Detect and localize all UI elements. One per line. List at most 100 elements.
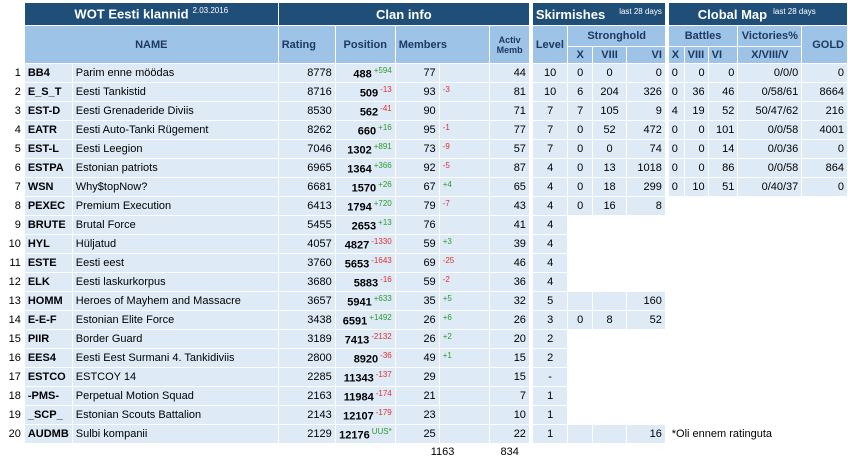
- clan-tag: EST-D: [23, 101, 73, 121]
- skirmish-level: 10: [531, 63, 569, 83]
- stronghold-x: 0: [567, 196, 593, 216]
- battles-x: [667, 405, 685, 425]
- clan-name: Premium Execution: [71, 196, 279, 216]
- clan-position: 11343 -137: [334, 367, 396, 387]
- clan-name: Estonian patriots: [71, 158, 279, 178]
- position-change: -36: [380, 350, 392, 360]
- clan-rating: 4057: [277, 234, 336, 254]
- clan-tag: WSN: [23, 177, 73, 197]
- clan-name: Eesti Grenaderide Diviis: [71, 101, 279, 121]
- battles-x: [667, 367, 685, 387]
- battles-x: 0: [667, 63, 685, 83]
- clan-rating: 2129: [277, 424, 336, 444]
- battles-vi: [707, 196, 739, 216]
- clan-position: 660 +16: [334, 120, 396, 140]
- victories: [737, 329, 803, 349]
- battles-viii: [683, 196, 709, 216]
- position-change: +1492: [369, 312, 392, 322]
- clan-tag: ESTE: [23, 253, 73, 273]
- battles-x: [667, 234, 685, 254]
- battles-vi: [707, 272, 739, 292]
- clan-info-header: Clan info: [277, 2, 530, 26]
- clan-position: 5653 -1643: [334, 253, 396, 273]
- header-row-2: NAME Rating Position Members Activ Memb …: [2, 25, 848, 64]
- battles-vi: [707, 253, 739, 273]
- victories: 0/0/36: [737, 139, 803, 159]
- victories: [737, 405, 803, 425]
- victories: 0/0/58: [737, 120, 803, 140]
- battles-vi: [707, 215, 739, 235]
- stronghold-x: [567, 367, 593, 387]
- clan-position: 562 -41: [334, 101, 396, 121]
- members-change: +5: [438, 291, 491, 311]
- stronghold-x: 0: [567, 310, 593, 330]
- clan-tag: HYL: [23, 234, 73, 254]
- stronghold-vi: [626, 348, 666, 368]
- row-number: 13: [2, 291, 25, 311]
- skirmish-level: 4: [531, 196, 569, 216]
- table-row: 9 BRUTE Brutal Force 5455 2653 +13 76 41 4: [2, 215, 848, 235]
- battles-x: 0: [667, 120, 685, 140]
- clan-position: 1794 +720: [334, 196, 396, 216]
- skirmish-level: 2: [531, 348, 569, 368]
- sheet-title: WOT Eesti klannid 2.03.2016: [23, 2, 279, 26]
- clan-members: 21: [394, 386, 440, 406]
- clan-rating: 8262: [277, 120, 336, 140]
- battles-viii: [683, 310, 709, 330]
- col-stronghold: Stronghold: [567, 25, 666, 47]
- row-number: 8: [2, 196, 25, 216]
- skirmishes-header: Skirmishes last 28 days: [531, 2, 666, 26]
- stronghold-vi: 8: [626, 196, 666, 216]
- clan-tag: -PMS-: [23, 386, 73, 406]
- skirmish-level: 7: [531, 101, 569, 121]
- victories: [737, 386, 803, 406]
- skirmish-level: 3: [531, 310, 569, 330]
- position-change: +594: [373, 65, 392, 75]
- stronghold-x: [567, 424, 593, 444]
- battles-viii: [683, 272, 709, 292]
- clan-name: Eesti Auto-Tanki Rügement: [71, 120, 279, 140]
- table-row: 7 WSN Why$topNow? 6681 1570 +26 67 +4 65 4 0 18 299 0…: [2, 177, 848, 197]
- stronghold-vi: [626, 405, 666, 425]
- members-change: [438, 101, 491, 121]
- clan-position: 6591 +1492: [334, 310, 396, 330]
- battles-x: [667, 329, 685, 349]
- stronghold-viii: 16: [591, 196, 628, 216]
- row-number: 19: [2, 405, 25, 425]
- gold: 8664: [801, 82, 848, 102]
- members-change: +2: [438, 329, 491, 349]
- gold: [801, 310, 848, 330]
- battles-x: [667, 291, 685, 311]
- victories: [737, 253, 803, 273]
- victories: [737, 215, 803, 235]
- table-row: 16 EES4 Eesti Eest Surmani 4. Tankidiviis 2…: [2, 348, 848, 368]
- clan-rating: 2143: [277, 405, 336, 425]
- clan-name: Eesti eest: [71, 253, 279, 273]
- table-row: 18 -PMS- Perpetual Motion Squad 2163 11984 -1…: [2, 386, 848, 406]
- clan-tag: _SCP_: [23, 405, 73, 425]
- stronghold-viii: [591, 291, 628, 311]
- clan-rating: 2285: [277, 367, 336, 387]
- stronghold-viii: 204: [591, 82, 628, 102]
- members-change: -3: [438, 82, 491, 102]
- clan-tag: BB4: [23, 63, 73, 83]
- gold: [801, 253, 848, 273]
- clan-position: 8920 -36: [334, 348, 396, 368]
- gold: [801, 272, 848, 292]
- table-row: 13 HOMM Heroes of Mayhem and Massacre 3657 5…: [2, 291, 848, 311]
- clan-members: 26: [394, 329, 440, 349]
- battles-viii: 10: [683, 177, 709, 197]
- col-activ-memb: Activ Memb: [489, 25, 530, 64]
- members-change: [438, 424, 491, 444]
- col-stronghold-vi: VI: [626, 46, 666, 64]
- table-row: 12 ELK Eesti laskurkorpus 3680 5883 -16 59 -2 36…: [2, 272, 848, 292]
- gold: [801, 329, 848, 349]
- col-battles-x: X: [667, 46, 685, 64]
- members-change: +4: [438, 177, 491, 197]
- gold: [801, 405, 848, 425]
- clan-name: Parim enne möödas: [71, 63, 279, 83]
- battles-x: 0: [667, 139, 685, 159]
- clan-name: Heroes of Mayhem and Massacre: [71, 291, 279, 311]
- position-change: -137: [375, 369, 392, 379]
- clan-rating: 3189: [277, 329, 336, 349]
